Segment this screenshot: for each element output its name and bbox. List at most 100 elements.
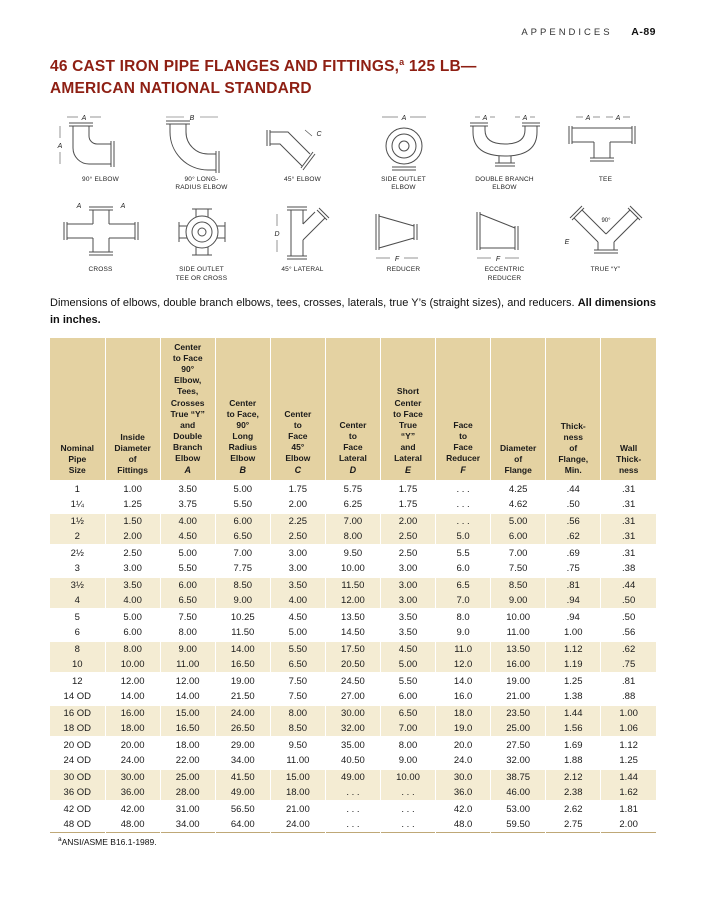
value-cell: 2.00 bbox=[270, 497, 326, 514]
value-cell: 1.25 bbox=[619, 755, 638, 767]
value-cell: 11.0 bbox=[435, 640, 492, 658]
column-header: Diameter of Flange bbox=[490, 338, 547, 483]
value-cell: 3.50 bbox=[380, 608, 437, 626]
column-header: Thick- ness of Flange, Min. bbox=[545, 338, 602, 483]
value-cell: 24.0 bbox=[435, 753, 492, 770]
figure-label: 45° LATERAL bbox=[281, 266, 324, 274]
table-row: 1¼ 1.25 3.75 5.50 2.00 6.25 1.75. . . 4.62.50 .3… bbox=[50, 497, 656, 514]
value-cell: 9.00 bbox=[160, 640, 216, 658]
value-cell: . . . bbox=[380, 817, 437, 833]
value-cell: 1.25 bbox=[105, 497, 161, 514]
svg-text:A: A bbox=[75, 203, 81, 210]
value-cell: 3.50 bbox=[380, 625, 437, 642]
row-size-cell: 48 OD bbox=[50, 817, 106, 833]
value-cell: 8.00 bbox=[325, 529, 381, 546]
value-cell: .50 bbox=[600, 608, 656, 626]
value-cell: 1.12 bbox=[600, 736, 656, 754]
table-row: 42 OD 42.00 31.00 56.50 21.00. . .. . . 42.0 5… bbox=[50, 800, 656, 818]
value-cell: 16.0 bbox=[435, 689, 492, 706]
value-cell: 14.00 bbox=[215, 640, 271, 658]
value-cell: 48.0 bbox=[435, 817, 492, 833]
row-size-cell: 4 bbox=[50, 593, 106, 610]
row-size-cell: 42 OD bbox=[50, 800, 106, 818]
value-cell: 5.75 bbox=[325, 481, 381, 498]
figure-label: SIDE OUTLET TEE OR CROSS bbox=[175, 266, 228, 282]
value-cell: 8.0 bbox=[435, 608, 492, 626]
value-cell: 18.0 bbox=[435, 704, 492, 722]
value-cell: 1.75 bbox=[380, 481, 437, 498]
value-cell: 20.00 bbox=[105, 736, 161, 754]
value-cell: 25.00 bbox=[160, 768, 216, 786]
value-cell: 5.00 bbox=[380, 657, 437, 674]
column-header-label: Center to Face 90° Elbow, Tees, Crosses … bbox=[170, 342, 205, 463]
value-cell: 1.00 bbox=[545, 625, 602, 642]
column-header: Wall Thick- ness bbox=[600, 338, 656, 483]
row-size-cell: 8 bbox=[50, 640, 106, 658]
value-cell: 7.50 bbox=[270, 689, 326, 706]
figure-eccentric-reducer: F ECCENTRIC REDUCER bbox=[454, 200, 555, 283]
row-size-cell: 2½ bbox=[50, 544, 106, 562]
column-variable-letter: E bbox=[405, 464, 412, 475]
title-line1-pre: 46 CAST IRON PIPE FLANGES AND FITTINGS, bbox=[50, 58, 400, 76]
value-cell: 24.00 bbox=[105, 753, 161, 770]
svg-text:A: A bbox=[521, 115, 527, 122]
value-cell: 12.00 bbox=[160, 672, 216, 690]
figure-label: SIDE OUTLET ELBOW bbox=[381, 175, 426, 191]
value-cell: 7.50 bbox=[160, 608, 216, 626]
column-header: Face to Face Reducer F bbox=[435, 338, 492, 483]
value-cell: 3.75 bbox=[160, 497, 216, 514]
value-cell: 8.00 bbox=[160, 625, 216, 642]
value-cell: 4.00 bbox=[270, 593, 326, 610]
value-cell: 1.38 bbox=[545, 689, 602, 706]
drawing-45-lateral: D bbox=[274, 206, 329, 260]
table-row: 1 1.00 3.50 5.00 1.75 5.75 1.75. . . 4.25.44.31 bbox=[50, 481, 656, 498]
value-cell: 36.00 bbox=[105, 785, 161, 802]
value-cell: 1.44 bbox=[600, 768, 656, 786]
value-cell: 5.50 bbox=[160, 561, 216, 578]
value-cell: 5.00 bbox=[105, 608, 161, 626]
drawing-90-elbow: A A bbox=[56, 115, 114, 167]
value-cell: 19.00 bbox=[215, 672, 271, 690]
value-cell: 1.25 bbox=[545, 672, 602, 690]
value-cell: 2.50 bbox=[270, 529, 326, 546]
row-size-cell: 24 OD bbox=[50, 753, 106, 770]
value-cell: 26.50 bbox=[215, 721, 271, 738]
column-header: Center to Face 45° Elbow C bbox=[270, 338, 326, 483]
value-cell: 36.0 bbox=[435, 785, 492, 802]
title-line1-post: 125 LB— bbox=[404, 58, 477, 76]
svg-text:A: A bbox=[119, 203, 125, 210]
running-head: APPENDICES A-89 bbox=[50, 26, 656, 38]
figure-label: 90° LONG- RADIUS ELBOW bbox=[175, 175, 228, 191]
value-cell: 1.75 bbox=[380, 497, 437, 514]
value-cell: 3.50 bbox=[160, 481, 216, 498]
value-cell: 2.00 bbox=[380, 512, 437, 530]
value-cell: .94 bbox=[545, 608, 602, 626]
value-cell: 34.00 bbox=[160, 817, 216, 833]
footnote: aANSI/ASME B16.1-1989. bbox=[50, 836, 656, 847]
column-variable-letter: F bbox=[460, 464, 466, 475]
value-cell: 2.38 bbox=[545, 785, 602, 802]
value-cell: 7.0 bbox=[435, 593, 492, 610]
svg-text:F: F bbox=[394, 256, 399, 263]
value-cell: 2.50 bbox=[105, 544, 161, 562]
value-cell: 49.00 bbox=[215, 785, 271, 802]
table-caption: Dimensions of elbows, double branch elbo… bbox=[50, 295, 656, 328]
footnote-text: ANSI/ASME B16.1-1989. bbox=[61, 837, 157, 848]
fittings-dimensions-table: Nominal Pipe Size Inside Diameter of Fitt… bbox=[50, 338, 656, 834]
value-cell: 8.50 bbox=[215, 576, 271, 594]
column-header: Nominal Pipe Size bbox=[50, 338, 106, 483]
row-size-cell: 30 OD bbox=[50, 768, 106, 786]
value-cell: 14.50 bbox=[325, 625, 381, 642]
row-size-cell: 1 bbox=[50, 481, 106, 498]
value-cell: 7.50 bbox=[490, 561, 547, 578]
value-cell: .81 bbox=[545, 576, 602, 594]
value-cell: . . . bbox=[325, 800, 381, 818]
column-header-label: Wall Thick- ness bbox=[616, 443, 642, 476]
figure-label: 90° ELBOW bbox=[82, 175, 119, 183]
value-cell: 8.00 bbox=[270, 704, 326, 722]
caption-bold: All dimensions in inches. bbox=[50, 297, 656, 326]
value-cell: 14.0 bbox=[435, 672, 492, 690]
value-cell: 7.00 bbox=[490, 544, 547, 562]
value-cell: 2.62 bbox=[545, 800, 602, 818]
